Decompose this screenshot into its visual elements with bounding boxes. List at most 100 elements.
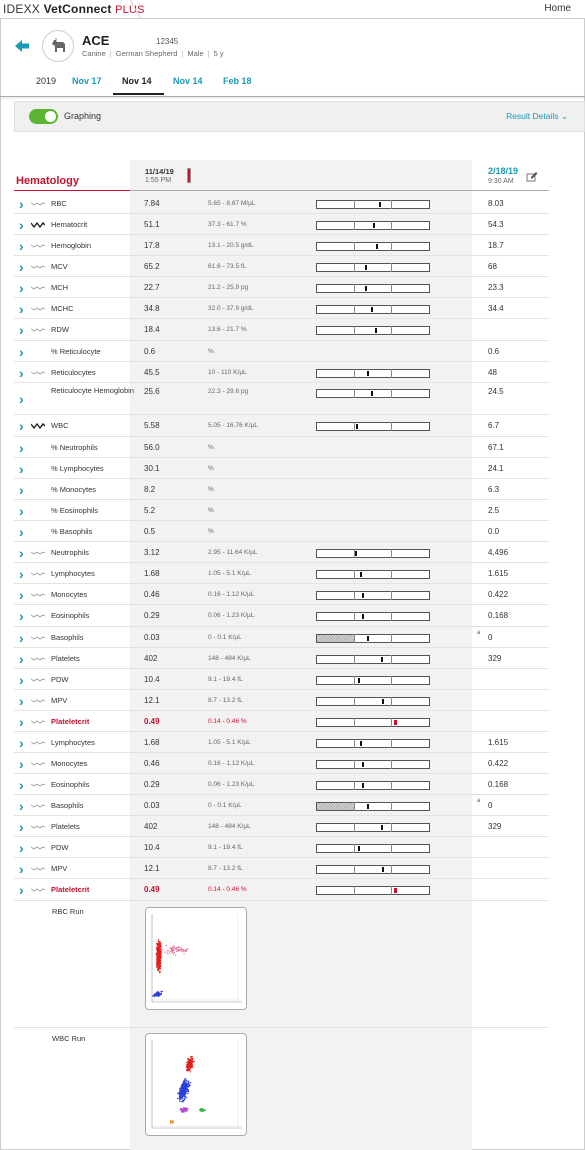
wbc-run-scatter[interactable]: [145, 1033, 247, 1136]
result-row[interactable]: › Monocytes 0.46 0.16 - 1.12 K/µL 0.422: [14, 753, 549, 774]
result-details-button[interactable]: Result Details ⌄: [506, 111, 568, 122]
result-row[interactable]: › Lymphocytes 1.68 1.05 - 5.1 K/µL 1.615: [14, 732, 549, 753]
sparkline-icon[interactable]: [31, 781, 45, 789]
chevron-right-icon[interactable]: ›: [19, 301, 24, 317]
result-row[interactable]: › Hemoglobin 17.8 13.1 - 20.5 g/dL 18.7: [14, 235, 549, 256]
pencil-icon[interactable]: [526, 170, 538, 182]
chevron-right-icon[interactable]: ›: [19, 693, 24, 709]
result-row[interactable]: › Basophils 0.03 0 - 0.1 K/µL a 0: [14, 627, 549, 648]
chevron-right-icon[interactable]: ›: [19, 238, 24, 254]
chevron-right-icon[interactable]: ›: [19, 798, 24, 814]
result-row[interactable]: › % Monocytes 8.2% 6.3: [14, 479, 549, 500]
result-row[interactable]: › Reticulocytes 45.5 10 - 110 K/µL 48: [14, 362, 549, 383]
chevron-right-icon[interactable]: ›: [19, 819, 24, 835]
sparkline-icon[interactable]: [31, 221, 45, 229]
tab-nov-14[interactable]: Nov 14: [173, 76, 203, 86]
chevron-right-icon[interactable]: ›: [19, 651, 24, 667]
chevron-right-icon[interactable]: ›: [19, 545, 24, 561]
sparkline-icon[interactable]: [31, 634, 45, 642]
sparkline-icon[interactable]: [31, 697, 45, 705]
chevron-right-icon[interactable]: ›: [19, 735, 24, 751]
chevron-right-icon[interactable]: ›: [19, 461, 24, 477]
result-row[interactable]: › MCH 22.7 21.2 - 25.9 pg 23.3: [14, 277, 549, 298]
result-row[interactable]: › % Eosinophils 5.2% 2.5: [14, 500, 549, 521]
result-row[interactable]: › Basophils 0.03 0 - 0.1 K/µL a 0: [14, 795, 549, 816]
result-row[interactable]: › Lymphocytes 1.68 1.05 - 5.1 K/µL 1.615: [14, 563, 549, 584]
sparkline-icon[interactable]: [31, 865, 45, 873]
sparkline-icon[interactable]: [31, 591, 45, 599]
sparkline-icon[interactable]: [31, 886, 45, 894]
result-row[interactable]: › Plateletcrit 0.49 0.14 - 0.46 %: [14, 879, 549, 901]
chevron-right-icon[interactable]: ›: [19, 503, 24, 519]
chevron-right-icon[interactable]: ›: [19, 217, 24, 233]
result-row[interactable]: › RDW 18.4 13.6 - 21.7 %: [14, 319, 549, 341]
chevron-right-icon[interactable]: ›: [19, 714, 24, 730]
sparkline-icon[interactable]: [31, 612, 45, 620]
result-row[interactable]: › Eosinophils 0.29 0.06 - 1.23 K/µL 0.168: [14, 605, 549, 627]
sparkline-icon[interactable]: [31, 305, 45, 313]
result-row[interactable]: › PDW 10.4 9.1 - 19.4 fL: [14, 837, 549, 858]
chevron-right-icon[interactable]: ›: [19, 756, 24, 772]
chevron-right-icon[interactable]: ›: [19, 566, 24, 582]
chevron-right-icon[interactable]: ›: [19, 630, 24, 646]
chevron-right-icon[interactable]: ›: [19, 196, 24, 212]
chevron-right-icon[interactable]: ›: [19, 672, 24, 688]
result-row[interactable]: › MCHC 34.8 32.0 - 37.9 g/dL 34.4: [14, 298, 549, 319]
sparkline-icon[interactable]: [31, 655, 45, 663]
result-row[interactable]: › Eosinophils 0.29 0.06 - 1.23 K/µL 0.168: [14, 774, 549, 795]
result-row[interactable]: › Plateletcrit 0.49 0.14 - 0.46 %: [14, 711, 549, 732]
chevron-right-icon[interactable]: ›: [19, 418, 24, 434]
sparkline-icon[interactable]: [31, 284, 45, 292]
sparkline-icon[interactable]: [31, 676, 45, 684]
sparkline-icon[interactable]: [31, 326, 45, 334]
result-row[interactable]: › Platelets 402 148 - 484 K/µL 329: [14, 816, 549, 837]
result-row[interactable]: › MPV 12.1 8.7 - 13.2 fL: [14, 690, 549, 711]
result-row[interactable]: › Neutrophils 3.12 2.95 - 11.64 K/µL 4,496: [14, 542, 549, 563]
sparkline-icon[interactable]: [31, 844, 45, 852]
result-row[interactable]: › RBC 7.84 5.65 - 8.87 M/µL 8.03: [14, 193, 549, 214]
compare-date-link[interactable]: 2/18/19: [488, 166, 519, 176]
tab-feb-18[interactable]: Feb 18: [223, 76, 252, 86]
chevron-right-icon[interactable]: ›: [19, 608, 24, 624]
result-row[interactable]: › % Neutrophils 56.0% 67.1: [14, 437, 549, 458]
sparkline-icon[interactable]: [31, 263, 45, 271]
sparkline-icon[interactable]: [31, 718, 45, 726]
chevron-right-icon[interactable]: ›: [19, 861, 24, 877]
home-link[interactable]: Home: [544, 3, 571, 14]
chevron-right-icon[interactable]: ›: [19, 840, 24, 856]
result-row[interactable]: › Monocytes 0.46 0.16 - 1.12 K/µL 0.422: [14, 584, 549, 605]
graphing-toggle[interactable]: [29, 109, 58, 124]
result-row[interactable]: › Reticulocyte Hemoglobin 25.6 22.3 - 29.6 …: [14, 383, 549, 415]
sparkline-icon[interactable]: [31, 802, 45, 810]
sparkline-icon[interactable]: [31, 760, 45, 768]
tab-nov-17[interactable]: Nov 17: [72, 76, 102, 86]
result-row[interactable]: › % Reticulocyte 0.6% 0.6: [14, 341, 549, 362]
result-row[interactable]: › PDW 10.4 9.1 - 19.4 fL: [14, 669, 549, 690]
sparkline-icon[interactable]: [31, 549, 45, 557]
sparkline-icon[interactable]: [31, 422, 45, 430]
chevron-right-icon[interactable]: ›: [19, 777, 24, 793]
result-row[interactable]: › MCV 65.2 61.6 - 73.5 fL 68: [14, 256, 549, 277]
chevron-right-icon[interactable]: ›: [19, 344, 24, 360]
chevron-right-icon[interactable]: ›: [19, 440, 24, 456]
app-logo[interactable]: IDEXX VetConnect PLUS: [3, 2, 145, 16]
result-row[interactable]: › % Basophils 0.5% 0.0: [14, 521, 549, 542]
sparkline-icon[interactable]: [31, 823, 45, 831]
back-arrow-icon[interactable]: [14, 38, 30, 54]
sparkline-icon[interactable]: [31, 369, 45, 377]
chevron-right-icon[interactable]: ›: [19, 259, 24, 275]
chevron-right-icon[interactable]: ›: [19, 524, 24, 540]
result-row[interactable]: › % Lymphocytes 30.1% 24.1: [14, 458, 549, 479]
sparkline-icon[interactable]: [31, 242, 45, 250]
chevron-right-icon[interactable]: ›: [19, 365, 24, 381]
chevron-right-icon[interactable]: ›: [19, 322, 24, 338]
chevron-right-icon[interactable]: ›: [19, 280, 24, 296]
chevron-right-icon[interactable]: ›: [19, 882, 24, 898]
chevron-right-icon[interactable]: ›: [19, 482, 24, 498]
result-row[interactable]: › Platelets 402 148 - 484 K/µL 329: [14, 648, 549, 669]
tab-nov-14-active[interactable]: Nov 14: [122, 76, 152, 86]
result-row[interactable]: › Hematocrit 51.1 37.3 - 61.7 % 54.3: [14, 214, 549, 235]
result-row[interactable]: › WBC 5.58 5.05 - 16.76 K/µL 6.7: [14, 415, 549, 437]
chevron-right-icon[interactable]: ›: [19, 391, 24, 407]
chevron-right-icon[interactable]: ›: [19, 587, 24, 603]
